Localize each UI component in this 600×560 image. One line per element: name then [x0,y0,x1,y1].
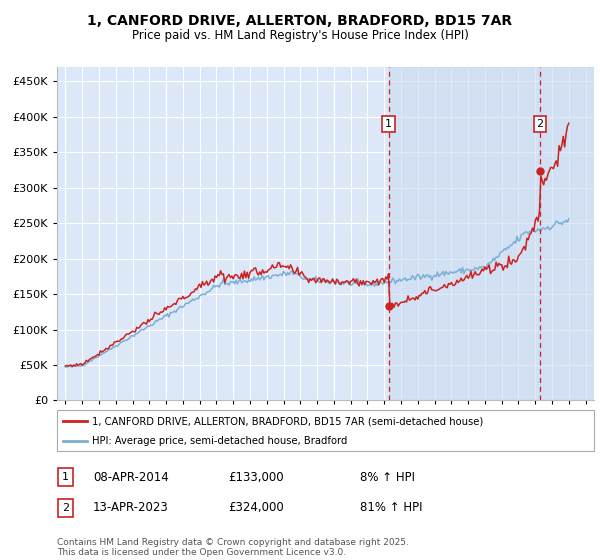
Text: HPI: Average price, semi-detached house, Bradford: HPI: Average price, semi-detached house,… [92,436,347,446]
Bar [540,67,594,400]
Text: Contains HM Land Registry data © Crown copyright and database right 2025.
This d: Contains HM Land Registry data © Crown c… [57,538,409,557]
Text: 08-APR-2014: 08-APR-2014 [93,470,169,484]
Text: 2: 2 [62,503,69,513]
Text: Price paid vs. HM Land Registry's House Price Index (HPI): Price paid vs. HM Land Registry's House … [131,29,469,42]
Text: 13-APR-2023: 13-APR-2023 [93,501,169,515]
Text: 1, CANFORD DRIVE, ALLERTON, BRADFORD, BD15 7AR (semi-detached house): 1, CANFORD DRIVE, ALLERTON, BRADFORD, BD… [92,417,483,426]
Text: 1: 1 [385,119,392,129]
Text: 2: 2 [536,119,544,129]
Text: £324,000: £324,000 [228,501,284,515]
FancyBboxPatch shape [58,468,73,486]
Text: 81% ↑ HPI: 81% ↑ HPI [360,501,422,515]
Bar [389,67,540,400]
FancyBboxPatch shape [58,499,73,517]
Bar [540,67,594,400]
FancyBboxPatch shape [57,410,594,451]
Text: £133,000: £133,000 [228,470,284,484]
Text: 1: 1 [62,472,69,482]
Text: 8% ↑ HPI: 8% ↑ HPI [360,470,415,484]
Text: 1, CANFORD DRIVE, ALLERTON, BRADFORD, BD15 7AR: 1, CANFORD DRIVE, ALLERTON, BRADFORD, BD… [88,14,512,28]
